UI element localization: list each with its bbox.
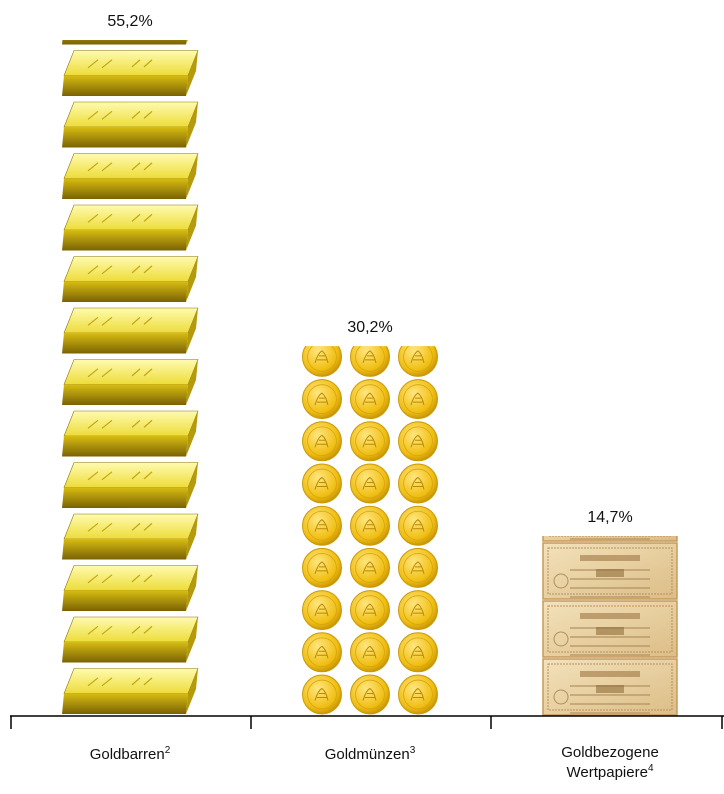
x-axis [10, 715, 724, 729]
bar-2 [302, 346, 438, 715]
value-label-2: 30,2% [347, 319, 392, 336]
bars-layer [62, 40, 678, 716]
value-label-1: 55,2% [107, 13, 152, 30]
bar-3 [542, 535, 678, 716]
footnote-marker: 4 [647, 763, 654, 774]
bar-1 [62, 40, 199, 714]
value-labels-layer: 55,2% 30,2% 14,7% [107, 13, 632, 526]
value-label-3: 14,7% [587, 509, 632, 526]
category-label-2: Goldmünzen3 [324, 745, 416, 764]
footnote-marker: 2 [164, 745, 171, 756]
footnote-marker: 3 [409, 745, 416, 756]
category-label-1: Goldbarren2 [89, 745, 171, 764]
category-label-3: Goldbezogene Wertpapiere4 [561, 744, 659, 781]
